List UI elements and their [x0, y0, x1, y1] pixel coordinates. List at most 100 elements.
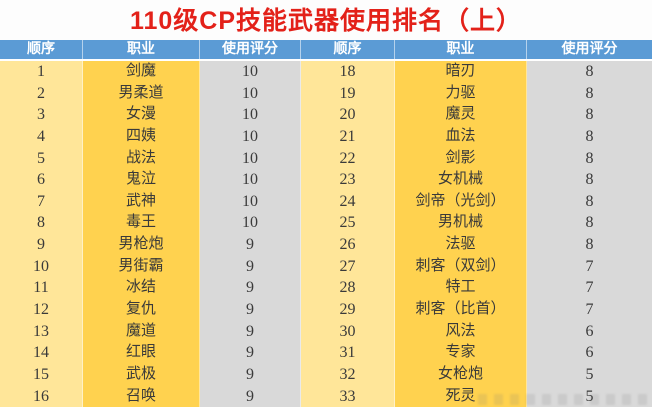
job-cell: 女枪炮 [395, 363, 527, 386]
score-cell: 7 [527, 255, 652, 278]
rank-cell: 15 [0, 363, 83, 386]
rank-cell: 21 [301, 125, 395, 148]
rank-cell: 4 [0, 125, 83, 148]
header-score-right: 使用评分 [561, 42, 618, 57]
score-cell: 10 [200, 147, 301, 170]
rank-cell: 18 [301, 61, 395, 83]
score-cell: 8 [527, 169, 652, 191]
header-job-right: 职业 [395, 40, 527, 59]
job-cell: 男枪炮 [83, 234, 200, 256]
score-cell: 9 [200, 299, 301, 321]
rank-cell: 6 [0, 169, 83, 191]
rank-cell: 27 [301, 255, 395, 278]
score-cell: 10 [200, 190, 301, 213]
rank-cell: 11 [0, 277, 83, 300]
score-cell: 10 [200, 125, 301, 148]
job-cell: 鬼泣 [83, 169, 200, 191]
job-cell: 死灵 [395, 385, 527, 407]
score-cell: 10 [200, 82, 301, 105]
table-body: 1 剑魔 10 18 暗刃 8 2 男柔道 10 19 力驱 8 3 女漫 10 20 魔灵 8 4 四姨 10 21 血法… [0, 61, 652, 407]
job-cell: 剑帝（光剑） [395, 190, 527, 213]
score-cell: 9 [200, 234, 301, 256]
rank-cell: 30 [301, 320, 395, 343]
header-body-divider [0, 59, 652, 61]
rank-cell: 28 [301, 277, 395, 300]
score-cell: 8 [527, 61, 652, 83]
job-cell: 冰结 [83, 277, 200, 300]
page-title: 110级CP技能武器使用排名（上） [0, 0, 652, 40]
rank-cell: 9 [0, 234, 83, 256]
score-cell: 10 [200, 169, 301, 191]
score-cell: 10 [200, 212, 301, 235]
job-cell: 女漫 [83, 104, 200, 126]
score-cell: 8 [527, 234, 652, 256]
job-cell: 血法 [395, 125, 527, 148]
header-score-left: 使用评分 [200, 40, 301, 59]
rank-cell: 3 [0, 104, 83, 126]
job-cell: 召唤 [83, 385, 200, 407]
score-cell: 8 [527, 190, 652, 213]
score-cell: 7 [527, 299, 652, 321]
rank-cell: 5 [0, 147, 83, 170]
rank-cell: 23 [301, 169, 395, 191]
rank-cell: 26 [301, 234, 395, 256]
job-cell: 战法 [83, 147, 200, 170]
score-cell: 9 [200, 363, 301, 386]
job-cell: 暗刃 [395, 61, 527, 83]
score-cell: 9 [200, 342, 301, 364]
job-cell: 复仇 [83, 299, 200, 321]
score-cell: 9 [200, 385, 301, 407]
rank-cell: 25 [301, 212, 395, 235]
rank-cell: 1 [0, 61, 83, 83]
rank-cell: 19 [301, 82, 395, 105]
header-job-left: 职业 [83, 40, 200, 59]
job-cell: 男机械 [395, 212, 527, 235]
rank-cell: 16 [0, 385, 83, 407]
score-cell: 8 [527, 147, 652, 170]
job-cell: 魔道 [83, 320, 200, 343]
header-rank-left: 顺序 [0, 40, 83, 59]
score-cell: 5 [527, 385, 652, 407]
score-cell: 7 [527, 277, 652, 300]
job-cell: 剑影 [395, 147, 527, 170]
score-cell: 9 [200, 255, 301, 278]
score-cell: 9 [200, 320, 301, 343]
rank-cell: 24 [301, 190, 395, 213]
rank-cell: 33 [301, 385, 395, 407]
rank-cell: 14 [0, 342, 83, 364]
rank-cell: 13 [0, 320, 83, 343]
job-cell: 法驱 [395, 234, 527, 256]
job-cell: 男街霸 [83, 255, 200, 278]
job-cell: 红眼 [83, 342, 200, 364]
job-cell: 魔灵 [395, 104, 527, 126]
job-cell: 四姨 [83, 125, 200, 148]
header-rank-right: 顺序 [301, 40, 395, 59]
job-cell: 力驱 [395, 82, 527, 105]
job-cell: 专家 [395, 342, 527, 364]
rank-cell: 12 [0, 299, 83, 321]
score-cell: 8 [527, 104, 652, 126]
score-cell: 8 [527, 212, 652, 235]
rank-cell: 20 [301, 104, 395, 126]
score-cell: 6 [527, 342, 652, 364]
rank-cell: 22 [301, 147, 395, 170]
job-cell: 特工 [395, 277, 527, 300]
score-cell: 5 [527, 363, 652, 386]
job-cell: 女机械 [395, 169, 527, 191]
rank-cell: 7 [0, 190, 83, 213]
job-cell: 刺客（比首） [395, 299, 527, 321]
score-cell: 10 [200, 61, 301, 83]
table-header-row: 顺序 职业 使用评分 顺序 职业 使用评分 [0, 40, 652, 59]
rank-cell: 8 [0, 212, 83, 235]
job-cell: 武神 [83, 190, 200, 213]
job-cell: 男柔道 [83, 82, 200, 105]
score-cell: 10 [200, 104, 301, 126]
score-cell: 9 [200, 277, 301, 300]
job-cell: 刺客（双剑） [395, 255, 527, 278]
job-cell: 毒王 [83, 212, 200, 235]
job-cell: 剑魔 [83, 61, 200, 83]
score-cell: 6 [527, 320, 652, 343]
job-cell: 武极 [83, 363, 200, 386]
rank-cell: 10 [0, 255, 83, 278]
